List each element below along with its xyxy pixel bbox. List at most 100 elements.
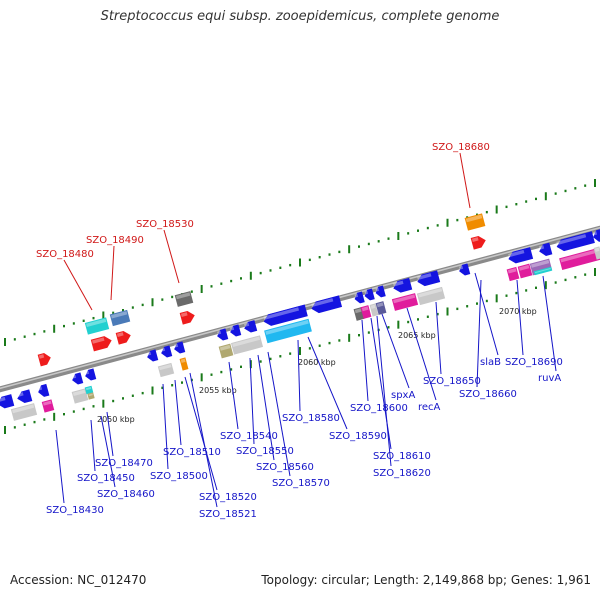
gene-box <box>157 362 175 378</box>
gene-leader-line <box>474 272 499 356</box>
inner-tick-track <box>485 299 488 303</box>
inner-tick-track <box>102 399 105 408</box>
outer-tick-track <box>564 189 567 193</box>
gene-box <box>84 385 94 395</box>
gene-label: SZO_18570 <box>272 478 330 489</box>
gene-label-red: SZO_18530 <box>136 219 194 230</box>
outer-tick-track <box>259 271 262 275</box>
gene-reverse <box>216 328 229 341</box>
gene-leader-line <box>90 419 96 472</box>
outer-tick-track <box>210 285 213 288</box>
gene-label: SZO_18460 <box>97 489 155 500</box>
gene-leader-line <box>307 336 348 430</box>
gene-reverse <box>364 288 375 301</box>
gene-label: SZO_18580 <box>282 413 340 424</box>
gene-leader-line <box>228 361 239 430</box>
outer-tick-track <box>171 295 174 299</box>
inner-tick-track <box>426 315 429 318</box>
gene-reverse <box>37 383 50 397</box>
outer-tick-track <box>4 338 6 346</box>
inner-tick-track <box>141 391 144 395</box>
inner-tick-track <box>259 360 262 363</box>
scale-label: 2050 kbp <box>97 415 135 424</box>
inner-tick-track <box>230 368 233 371</box>
outer-tick-track <box>43 330 46 333</box>
gene-label: SZO_18470 <box>95 458 153 469</box>
gene-label: SZO_18560 <box>256 462 314 473</box>
outer-tick-track <box>102 311 105 320</box>
gene-reverse <box>173 341 186 354</box>
gene-box <box>533 266 553 276</box>
gene-box <box>369 303 379 317</box>
outer-tick-track <box>53 324 56 333</box>
outer-tick-track <box>308 258 311 262</box>
inner-tick-track <box>289 352 292 355</box>
outer-tick-track <box>387 237 390 240</box>
gene-box <box>218 343 234 359</box>
gene-label: ruvA <box>538 373 561 384</box>
outer-tick-track <box>426 226 429 230</box>
gene-reverse <box>229 324 242 337</box>
gene-reverse <box>392 277 413 293</box>
accession-text: Accession: NC_012470 <box>10 573 147 587</box>
inner-tick-track <box>505 294 508 297</box>
outer-tick-track <box>456 218 459 222</box>
gene-forward <box>90 336 112 352</box>
gene-label: SZO_18520 <box>199 492 257 503</box>
gene-box <box>71 388 89 404</box>
inner-tick-track <box>397 320 400 329</box>
gene-leader-line <box>476 279 482 388</box>
inner-tick-track <box>13 426 16 429</box>
outer-tick-track <box>141 303 144 307</box>
gene-leader-line-red <box>110 245 115 301</box>
gene-leader-line <box>381 313 410 389</box>
outer-tick-track <box>240 277 242 280</box>
gene-reverse <box>508 247 534 264</box>
gene-leader-line <box>297 339 301 412</box>
outer-tick-track <box>82 319 85 322</box>
outer-tick-track <box>279 266 282 269</box>
gene-forward <box>115 330 131 345</box>
gene-label: SZO_18521 <box>199 509 257 520</box>
gene-box <box>506 266 520 282</box>
inner-tick-track <box>33 420 36 424</box>
inner-tick-track <box>308 347 311 350</box>
gene-reverse <box>263 304 308 326</box>
outer-tick-track <box>318 256 321 259</box>
inner-tick-track <box>249 360 252 369</box>
inner-tick-track <box>240 365 242 368</box>
inner-tick-track <box>564 278 567 282</box>
gene-box <box>230 335 264 355</box>
outer-tick-track <box>269 269 272 272</box>
gene-reverse <box>84 368 97 381</box>
outer-tick-track <box>348 245 351 254</box>
gene-leader-line <box>267 351 291 477</box>
inner-tick-track <box>53 412 56 421</box>
gene-label: SZO_18430 <box>46 505 104 516</box>
gene-reverse <box>146 349 159 362</box>
inner-tick-track <box>544 281 547 290</box>
gene-label: SZO_18550 <box>236 446 294 457</box>
outer-tick-track <box>377 240 380 243</box>
inner-tick-track <box>338 339 341 342</box>
gene-forward <box>174 291 194 307</box>
gene-reverse <box>16 389 33 404</box>
outer-tick-track <box>584 184 587 187</box>
outer-tick-track <box>338 250 341 254</box>
gene-leader-line-red <box>63 259 93 311</box>
gene-reverse <box>556 231 595 252</box>
inner-tick-track <box>328 341 331 345</box>
inner-tick-track <box>436 312 439 316</box>
outer-tick-track <box>13 338 16 341</box>
gene-label: SZO_18610 <box>373 451 431 462</box>
inner-tick-track <box>171 384 174 387</box>
inner-tick-track <box>554 281 557 284</box>
inner-tick-track <box>200 373 203 382</box>
gene-label-red: SZO_18680 <box>432 142 490 153</box>
outer-tick-track <box>230 279 233 283</box>
gene-leader-line <box>106 411 114 457</box>
inner-tick-track <box>348 333 351 342</box>
scale-label: 2055 kbp <box>199 386 237 395</box>
inner-tick-track <box>161 386 164 390</box>
gene-leader-line <box>361 319 369 402</box>
